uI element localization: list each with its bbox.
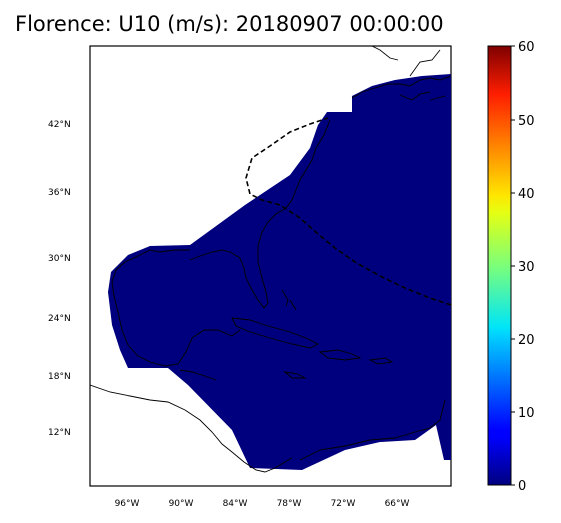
lon-label: 72°W (331, 499, 356, 509)
lat-label: 24°N (48, 314, 71, 324)
lat-label: 36°N (48, 188, 71, 198)
lat-label: 30°N (48, 254, 71, 264)
colorbar-labels: 0 10 20 30 40 50 60 (518, 40, 535, 494)
colorbar-tick-label: 0 (518, 479, 526, 494)
lon-label: 78°W (277, 499, 302, 509)
colorbar-tick-label: 60 (518, 40, 535, 55)
lat-label: 42°N (48, 120, 71, 130)
lon-label: 66°W (385, 499, 410, 509)
wind-field (108, 74, 451, 470)
coastlines (90, 46, 451, 473)
colorbar-tick-label: 30 (518, 260, 535, 275)
map-title: Florence: U10 (m/s): 20180907 00:00:00 (15, 12, 444, 36)
colorbar-tick-label: 50 (518, 114, 535, 129)
colorbar-tick-label: 20 (518, 333, 535, 348)
lon-label: 84°W (223, 499, 248, 509)
lon-label: 96°W (115, 499, 140, 509)
colorbar-tick-label: 40 (518, 187, 535, 202)
colorbar-tick-label: 10 (518, 406, 535, 421)
colorbar-ticks (511, 45, 515, 486)
lon-label: 90°W (169, 499, 194, 509)
lat-label: 18°N (48, 372, 71, 382)
latitude-labels: 42°N 36°N 30°N 24°N 18°N 12°N (48, 120, 71, 438)
longitude-labels: 96°W 90°W 84°W 78°W 72°W 66°W (115, 499, 410, 509)
storm-track (245, 117, 451, 306)
colorbar (487, 45, 512, 486)
lat-label: 12°N (48, 428, 71, 438)
